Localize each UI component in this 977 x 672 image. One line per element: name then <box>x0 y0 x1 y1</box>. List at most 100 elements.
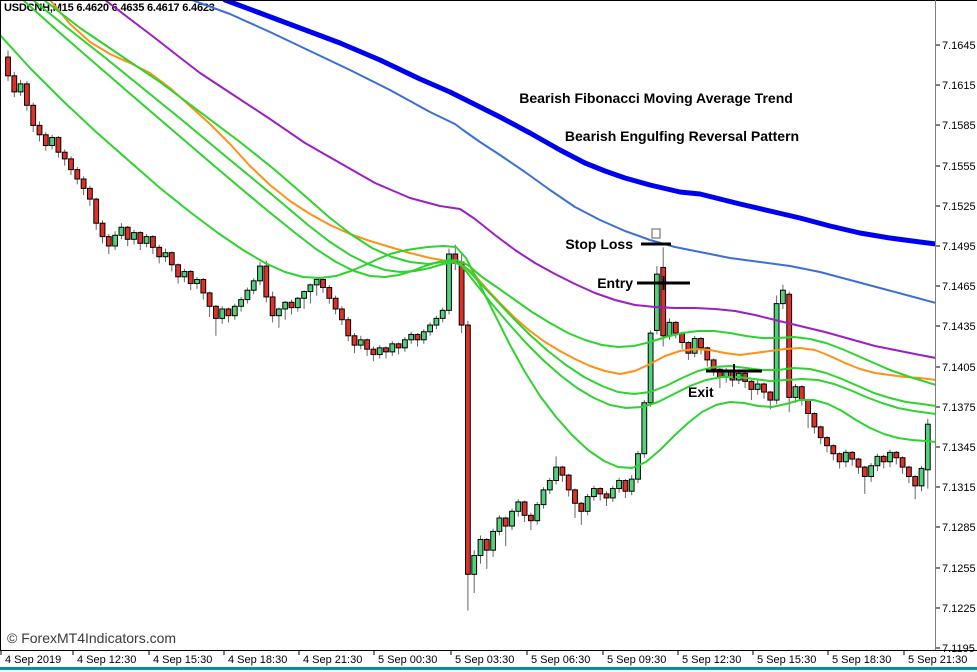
bull-candle <box>181 270 188 278</box>
bear-candle <box>704 347 711 361</box>
bear-candle <box>55 136 62 153</box>
bear-candle <box>30 104 37 126</box>
time-axis-label: 5 Sep 06:30 <box>531 654 590 666</box>
bear-candle <box>565 474 572 491</box>
bull-candle <box>301 291 308 299</box>
bear-candle <box>559 466 566 476</box>
bear-candle <box>99 222 106 238</box>
bull-candle <box>231 305 238 317</box>
bear-candle <box>861 466 868 477</box>
bear-candle <box>93 198 100 224</box>
bear-candle <box>383 347 389 353</box>
bull-candle <box>313 279 320 286</box>
price-axis-separator <box>935 0 936 650</box>
left-border <box>0 0 1 650</box>
bear-candle <box>912 475 919 487</box>
bull-candle <box>792 386 799 398</box>
bear-candle <box>830 445 837 455</box>
stop-loss-handle-icon[interactable] <box>651 228 661 239</box>
time-axis-label: 4 Sep 2019 <box>5 654 61 666</box>
bear-candle <box>351 335 358 346</box>
price-axis-label: 7.1435 <box>942 321 976 333</box>
bull-candle <box>307 284 314 293</box>
bear-candle <box>175 264 181 278</box>
time-axis[interactable]: 4 Sep 2019 4 Sep 12:30 4 Sep 15:30 4 Sep 18… <box>0 651 967 666</box>
bull-candle <box>540 489 547 506</box>
bear-candle <box>187 270 194 285</box>
stop-loss-label[interactable]: Stop Loss <box>565 236 633 252</box>
bear-candle <box>572 489 578 504</box>
bear-candle <box>880 455 887 463</box>
bull-candle <box>471 555 478 575</box>
bear-candle <box>225 308 232 317</box>
bull-candle <box>691 337 698 354</box>
time-axis-label: 4 Sep 21:30 <box>303 654 362 666</box>
bear-candle <box>528 514 534 522</box>
bull-candle <box>250 280 257 291</box>
bear-candle <box>105 236 112 247</box>
time-axis-label: 4 Sep 18:30 <box>228 654 287 666</box>
price-axis-label: 7.1495 <box>942 241 976 253</box>
bull-candle <box>276 308 282 317</box>
bear-candle <box>124 226 131 240</box>
bear-candle <box>42 134 49 146</box>
bottom-accent-line <box>0 667 977 670</box>
bear-candle <box>805 399 812 415</box>
price-axis-label: 7.1195 <box>942 643 975 655</box>
bear-candle <box>24 83 30 106</box>
bear-candle <box>200 279 207 294</box>
bull-candle <box>433 317 440 326</box>
bull-candle <box>868 465 875 477</box>
bull-candle <box>609 488 616 499</box>
time-axis-separator <box>0 650 977 651</box>
time-axis-label: 4 Sep 12:30 <box>77 654 136 666</box>
bear-candle <box>710 359 717 370</box>
exit-label[interactable]: Exit <box>688 384 714 400</box>
bear-candle <box>698 337 704 349</box>
stop-loss-line[interactable]: Stop Loss <box>565 228 671 252</box>
price-axis-label: 7.1465 <box>942 281 976 293</box>
price-axis-label: 7.1225 <box>942 603 976 615</box>
bear-candle <box>899 457 906 468</box>
price-axis[interactable]: 7.1645 7.1615 7.1585 7.1555 7.1525 7.1495 7.14… <box>936 40 976 655</box>
annotation-pattern[interactable]: Bearish Engulfing Reversal Pattern <box>565 128 799 144</box>
bull-candle <box>515 501 522 512</box>
fib-ma-green-4-line <box>1 34 935 469</box>
exit-line[interactable]: Exit <box>688 364 762 400</box>
bull-candle <box>238 299 244 307</box>
bull-candle <box>143 236 150 244</box>
bear-candle <box>414 333 421 341</box>
entry-line[interactable]: Entry <box>597 275 690 291</box>
price-axis-label: 7.1345 <box>942 442 976 454</box>
bull-candle <box>439 309 446 319</box>
bull-candle <box>924 423 931 471</box>
bull-candle <box>754 383 761 390</box>
bear-candle <box>578 502 585 512</box>
bull-candle <box>496 517 503 532</box>
bear-candle <box>87 187 93 200</box>
fib-ma-purple-line <box>104 1 935 359</box>
price-axis-label: 7.1315 <box>942 482 976 494</box>
time-axis-label: 5 Sep 09:30 <box>607 654 666 666</box>
entry-label[interactable]: Entry <box>597 275 633 291</box>
bear-candle <box>597 488 604 495</box>
bull-candle <box>628 478 635 492</box>
annotation-trend[interactable]: Bearish Fibonacci Moving Average Trend <box>519 90 793 106</box>
fib-ma-blue-thick-line <box>222 1 935 247</box>
bull-candle <box>843 451 849 463</box>
bull-candle <box>773 303 780 401</box>
bear-candle <box>748 380 755 390</box>
candles-layer <box>5 50 931 611</box>
price-axis-label: 7.1405 <box>942 362 976 374</box>
bear-candle <box>345 319 352 337</box>
bull-candle <box>666 321 673 337</box>
trade-levels-layer: Stop Loss Entry Exit <box>565 228 762 400</box>
bull-candle <box>887 451 893 463</box>
top-border <box>0 0 977 1</box>
bull-candle <box>162 252 169 258</box>
time-axis-label: 5 Sep 15:30 <box>757 654 816 666</box>
bull-candle <box>112 234 118 247</box>
bull-candle <box>477 538 484 557</box>
